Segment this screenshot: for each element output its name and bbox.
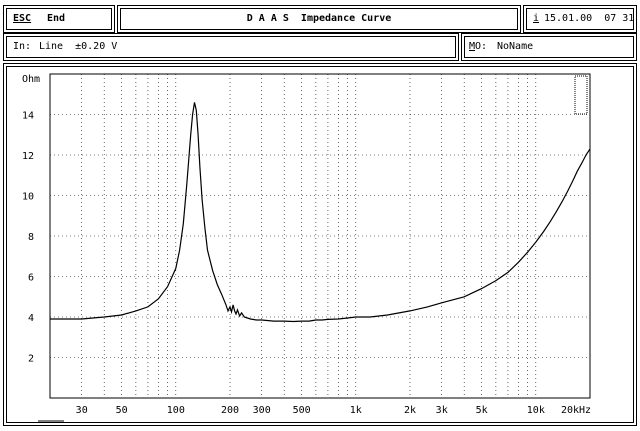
y-tick-label: 4 [28,313,34,324]
y-tick-label: 2 [28,354,34,365]
x-tick-label: 2k [404,405,416,416]
x-axis-ticks: 30 50 100 200 300 500 1k 2k 3k 5k 10k 20kHz [76,405,591,416]
plot-frame [3,63,637,426]
title-panel: D A A S Impedance Curve [117,5,521,33]
x-tick-label: 100 [167,405,185,416]
y-tick-label: 12 [22,151,34,162]
y-axis-label: Ohm [22,74,40,85]
end-button-label[interactable]: End [47,13,66,24]
cursor-marker-icon [574,75,588,115]
info-panel[interactable]: i 15.01.00 07 31 [523,5,637,33]
window-title: D A A S Impedance Curve [246,13,392,24]
input-settings-panel[interactable]: In: Line ±0.20 V [3,33,459,61]
datetime-display: 15.01.00 07 31 [544,13,635,24]
x-tick-label: 50 [116,405,128,416]
model-key-rest: O: [475,41,488,52]
model-name-value: NoName [497,41,534,52]
x-tick-label: 20kHz [561,405,591,416]
escape-end-panel[interactable]: ESC End [3,5,115,33]
x-tick-label: 3k [436,405,448,416]
input-range-value: Line ±0.20 V [39,41,118,52]
x-tick-label: 10k [527,405,545,416]
y-tick-label: 6 [28,273,34,284]
input-label: In: [13,41,32,52]
x-tick-label: 5k [476,405,488,416]
y-tick-label: 10 [22,192,34,203]
x-tick-label: 1k [350,405,362,416]
esc-key-label: ESC [13,13,32,24]
plot-area-border [49,73,591,399]
x-tick-label: 300 [253,405,271,416]
x-tick-label: 200 [221,405,239,416]
y-axis-ticks: 2 4 6 8 10 12 14 [22,111,34,365]
x-tick-label: 500 [293,405,311,416]
y-tick-label: 14 [22,111,34,122]
info-key-label[interactable]: i [533,13,540,24]
y-tick-label: 8 [28,232,34,243]
model-panel[interactable]: M O: NoName [461,33,637,61]
x-tick-label: 30 [76,405,88,416]
chart-grid [50,74,590,398]
impedance-curve-line [50,102,591,323]
model-key-label[interactable]: M [469,41,476,52]
